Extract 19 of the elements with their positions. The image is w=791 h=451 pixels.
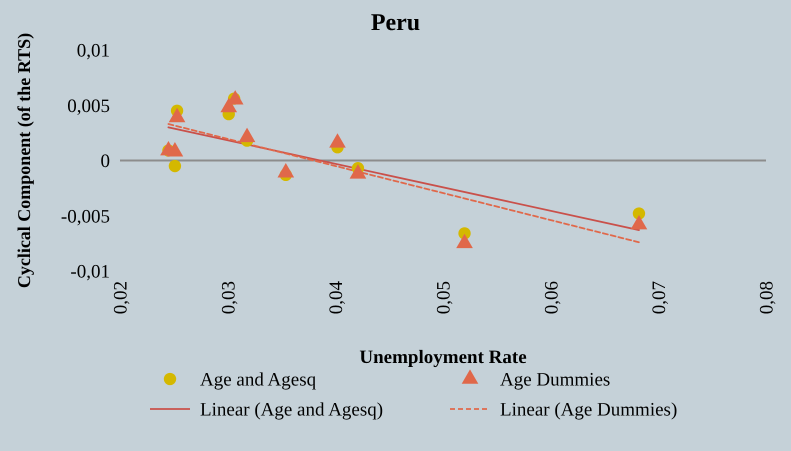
- x-tick-label: 0,02: [110, 281, 132, 314]
- y-tick-label: 0,01: [76, 40, 110, 62]
- y-axis-title: Cyclical Component (of the RTS): [14, 32, 34, 288]
- y-tick-label: 0,005: [67, 96, 110, 117]
- x-tick-label: 0,04: [326, 280, 347, 314]
- y-tick-label: -0,005: [60, 206, 110, 228]
- x-tick-label: 0,08: [756, 281, 778, 314]
- y-tick-label: -0,01: [70, 262, 110, 283]
- legend-label: Linear (Age Dummies): [500, 400, 678, 421]
- x-tick-label: 0,03: [218, 281, 240, 314]
- y-tick-label: 0: [100, 151, 110, 172]
- legend-label: Linear (Age and Agesq): [200, 400, 384, 421]
- chart-title: Peru: [370, 10, 420, 36]
- x-tick-label: 0,06: [541, 281, 562, 314]
- x-tick-label: 0,07: [648, 281, 670, 314]
- x-tick-label: 0,05: [434, 281, 455, 314]
- legend-label: Age and Agesq: [200, 370, 317, 391]
- x-axis-title: Unemployment Rate: [359, 347, 527, 368]
- legend-label: Age Dummies: [500, 370, 610, 391]
